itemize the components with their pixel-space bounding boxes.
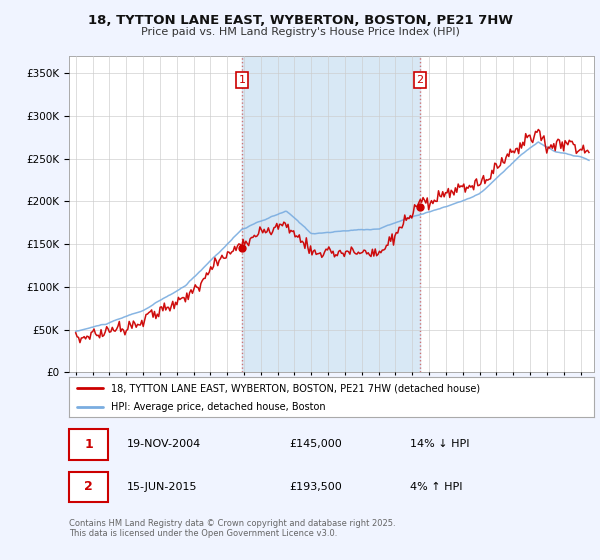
FancyBboxPatch shape xyxy=(69,429,109,460)
Text: 4% ↑ HPI: 4% ↑ HPI xyxy=(410,482,463,492)
Text: Price paid vs. HM Land Registry's House Price Index (HPI): Price paid vs. HM Land Registry's House … xyxy=(140,27,460,37)
Text: 2: 2 xyxy=(85,480,93,493)
Text: £145,000: £145,000 xyxy=(290,440,342,449)
Text: 19-NOV-2004: 19-NOV-2004 xyxy=(127,440,201,449)
Text: 1: 1 xyxy=(85,438,93,451)
Text: 14% ↓ HPI: 14% ↓ HPI xyxy=(410,440,470,449)
Text: 1: 1 xyxy=(239,74,245,85)
Text: HPI: Average price, detached house, Boston: HPI: Average price, detached house, Bost… xyxy=(111,402,326,412)
Text: 2: 2 xyxy=(416,74,424,85)
Bar xyxy=(242,56,420,372)
Text: 18, TYTTON LANE EAST, WYBERTON, BOSTON, PE21 7HW: 18, TYTTON LANE EAST, WYBERTON, BOSTON, … xyxy=(88,14,512,27)
Text: £193,500: £193,500 xyxy=(290,482,342,492)
Text: Contains HM Land Registry data © Crown copyright and database right 2025.
This d: Contains HM Land Registry data © Crown c… xyxy=(69,519,395,538)
Text: 15-JUN-2015: 15-JUN-2015 xyxy=(127,482,197,492)
FancyBboxPatch shape xyxy=(69,472,109,502)
Text: 18, TYTTON LANE EAST, WYBERTON, BOSTON, PE21 7HW (detached house): 18, TYTTON LANE EAST, WYBERTON, BOSTON, … xyxy=(111,383,480,393)
